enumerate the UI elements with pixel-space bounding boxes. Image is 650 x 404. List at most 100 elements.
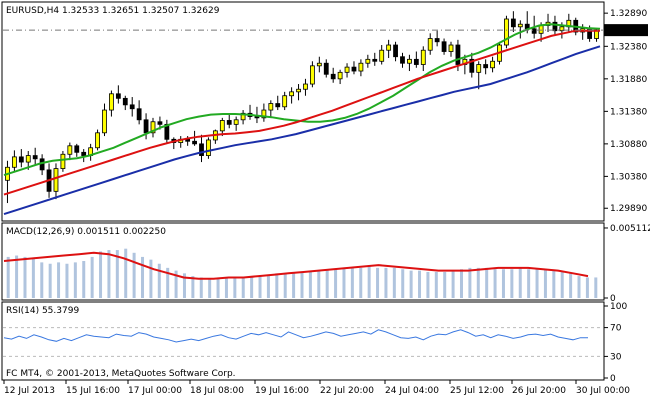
macd-bar xyxy=(157,263,161,298)
time-axis-label: 25 Jul 12:00 xyxy=(450,386,504,396)
macd-bar xyxy=(418,270,422,298)
macd-bar xyxy=(409,270,413,298)
price-axis-label: 1.31880 xyxy=(610,75,647,85)
bull-candle xyxy=(296,88,301,93)
macd-bar xyxy=(48,263,52,298)
macd-bar xyxy=(90,256,94,298)
time-axis-label: 15 Jul 16:00 xyxy=(66,386,120,396)
bear-candle xyxy=(455,44,461,65)
price-axis-label: 1.32380 xyxy=(610,42,647,52)
macd-bar xyxy=(31,258,35,298)
rsi-axis-label: 70 xyxy=(610,324,622,334)
time-axis-label: 18 Jul 08:00 xyxy=(190,386,244,396)
bull-candle xyxy=(337,71,343,80)
macd-bar xyxy=(510,269,514,298)
macd-bar xyxy=(182,273,186,298)
macd-bar xyxy=(191,276,195,298)
macd-bar xyxy=(476,267,480,298)
macd-bar xyxy=(266,274,270,298)
macd-bar xyxy=(376,267,380,298)
macd-title: MACD(12,26,9) 0.001511 0.002250 xyxy=(6,227,166,237)
rsi-axis-label: 30 xyxy=(610,352,622,362)
time-axis-label: 17 Jul 00:00 xyxy=(128,386,182,396)
bear-candle xyxy=(510,18,516,28)
bull-candle xyxy=(109,93,114,111)
bear-candle xyxy=(434,38,440,43)
bear-candle xyxy=(32,155,38,160)
macd-bar xyxy=(350,267,354,298)
bull-candle xyxy=(448,44,454,52)
bear-candle xyxy=(483,64,489,69)
macd-axis-label: 0.005112 xyxy=(610,224,650,234)
macd-bar xyxy=(15,255,19,298)
macd-bar xyxy=(560,271,564,298)
bear-candle xyxy=(372,58,378,62)
moving-average-line xyxy=(3,29,600,196)
macd-bar xyxy=(426,271,430,298)
bull-candle xyxy=(344,66,350,73)
macd-bar xyxy=(535,269,539,298)
bear-candle xyxy=(122,97,128,106)
price-axis-label: 1.30380 xyxy=(610,172,647,182)
macd-bar xyxy=(585,277,589,298)
bear-candle xyxy=(323,62,329,75)
bear-candle xyxy=(393,44,398,58)
time-axis-label: 24 Jul 04:00 xyxy=(385,386,439,396)
macd-bar xyxy=(174,270,178,298)
bear-candle xyxy=(441,41,447,52)
macd-bar xyxy=(65,263,69,298)
macd-bar xyxy=(569,273,573,298)
bear-candle xyxy=(199,143,204,156)
macd-bar xyxy=(501,269,505,298)
bull-candle xyxy=(53,168,59,192)
bull-candle xyxy=(303,83,308,90)
bull-candle xyxy=(60,153,66,169)
macd-bar xyxy=(283,273,287,298)
rsi-panel-frame xyxy=(1,301,605,381)
bull-candle xyxy=(25,155,31,163)
macd-bar xyxy=(384,267,388,298)
moving-average-line xyxy=(3,45,601,216)
macd-bar xyxy=(401,269,405,298)
macd-bar xyxy=(485,267,489,298)
macd-bar xyxy=(594,277,598,298)
bear-candle xyxy=(143,119,149,134)
rsi-line xyxy=(3,329,588,343)
bull-candle xyxy=(233,119,239,125)
bear-candle xyxy=(531,28,537,34)
bear-candle xyxy=(330,73,336,80)
price-axis-label: 1.32890 xyxy=(610,9,647,19)
bull-candle xyxy=(559,26,565,32)
bull-candle xyxy=(219,120,225,132)
bull-candle xyxy=(240,112,246,121)
bull-candle xyxy=(379,49,385,62)
time-axis-label: 22 Jul 20:00 xyxy=(320,386,374,396)
macd-bar xyxy=(434,271,438,298)
macd-bar xyxy=(82,261,86,298)
macd-bar xyxy=(57,262,61,298)
macd-bar xyxy=(23,256,27,298)
bull-candle xyxy=(95,132,100,149)
bear-candle xyxy=(74,145,80,153)
bear-candle xyxy=(129,104,135,110)
bull-candle xyxy=(476,64,482,73)
bear-candle xyxy=(136,108,142,121)
bull-candle xyxy=(67,145,73,155)
macd-bar xyxy=(459,269,463,298)
macd-bar xyxy=(241,277,245,298)
bull-candle xyxy=(538,25,544,34)
bull-candle xyxy=(358,62,364,72)
rsi-axis-label: 0 xyxy=(610,374,616,384)
bull-candle xyxy=(504,18,509,46)
macd-bar xyxy=(40,262,44,298)
bull-candle xyxy=(427,38,433,51)
macd-bar xyxy=(199,277,203,298)
bear-candle xyxy=(413,58,419,65)
bear-candle xyxy=(469,58,475,73)
price-layer xyxy=(3,11,601,216)
bull-candle xyxy=(150,121,156,134)
price-axis-label: 1.29890 xyxy=(610,204,647,214)
macd-bar xyxy=(367,266,371,298)
bull-candle xyxy=(316,62,322,67)
